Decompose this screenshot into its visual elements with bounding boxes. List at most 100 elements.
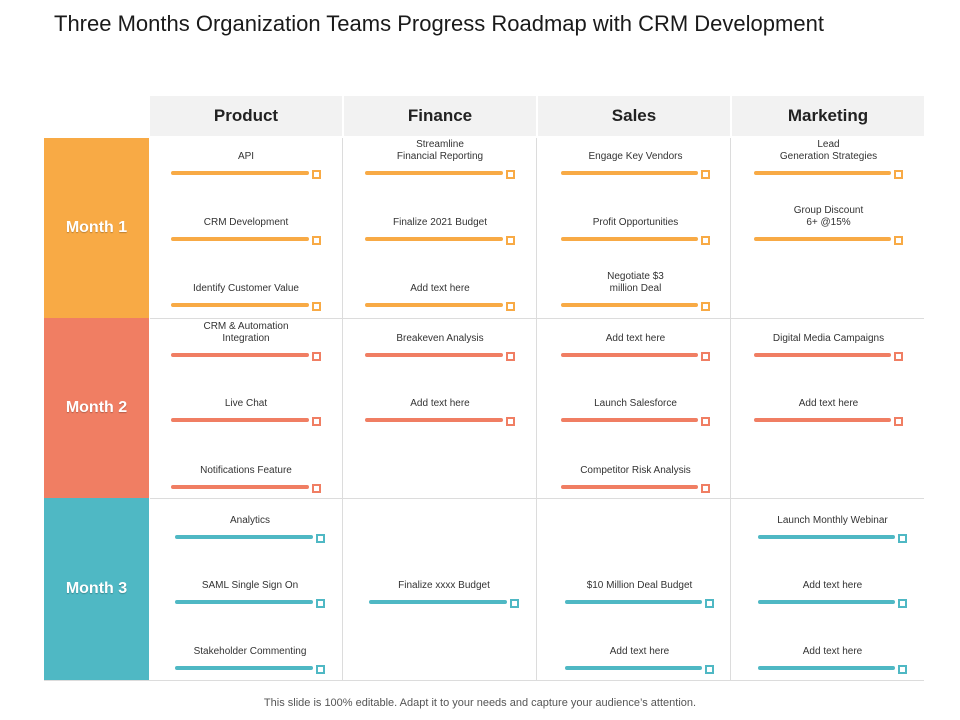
progress-bar [175, 666, 313, 670]
roadmap-item: CRM Development [171, 185, 321, 245]
milestone-marker-icon [701, 236, 710, 245]
milestone-marker-icon [510, 599, 519, 608]
progress-bar [171, 418, 309, 422]
grid-divider [536, 138, 537, 680]
progress-bar [171, 303, 309, 307]
roadmap-item-label: Add text here [802, 580, 863, 591]
roadmap-item: Live Chat [171, 366, 321, 426]
roadmap-item-label: Streamline Financial Reporting [396, 139, 484, 162]
progress-bar [171, 485, 309, 489]
grid-divider [150, 318, 924, 319]
progress-bar [365, 353, 503, 357]
milestone-marker-icon [316, 534, 325, 543]
progress-bar [171, 353, 309, 357]
roadmap-item-label: Finalize xxxx Budget [398, 580, 490, 591]
roadmap-item: Breakeven Analysis [365, 301, 515, 361]
grid-divider [342, 138, 343, 680]
column-header-marketing: Marketing [732, 96, 924, 136]
roadmap-item-label: Live Chat [224, 398, 268, 409]
column-header-finance: Finance [344, 96, 536, 136]
roadmap-item: Launch Salesforce [561, 366, 710, 426]
roadmap-item: Lead Generation Strategies [754, 119, 903, 179]
progress-bar [365, 418, 503, 422]
month-1-label: Month 1 [44, 138, 149, 318]
roadmap-item: Identify Customer Value [171, 251, 321, 311]
roadmap-item-label: Stakeholder Commenting [193, 646, 307, 657]
milestone-marker-icon [705, 665, 714, 674]
progress-bar [365, 171, 503, 175]
roadmap-item-label: Competitor Risk Analysis [580, 465, 691, 476]
month-3-label: Month 3 [44, 498, 149, 680]
roadmap-item-label: $10 Million Deal Budget [586, 580, 693, 591]
progress-bar [754, 353, 891, 357]
milestone-marker-icon [701, 302, 710, 311]
column-header-sales: Sales [538, 96, 730, 136]
roadmap-item: SAML Single Sign On [175, 548, 325, 608]
roadmap-item: Notifications Feature [171, 433, 321, 493]
progress-bar [171, 171, 309, 175]
roadmap-item-label: Add text here [410, 398, 470, 409]
roadmap-item: Add text here [758, 614, 907, 674]
month-2-label: Month 2 [44, 318, 149, 498]
milestone-marker-icon [701, 352, 710, 361]
progress-bar [175, 535, 313, 539]
progress-bar [365, 303, 503, 307]
roadmap-item: Add text here [365, 366, 515, 426]
roadmap-item: API [171, 119, 321, 179]
roadmap-item-label: API [237, 151, 255, 162]
roadmap-item: Add text here [561, 301, 710, 361]
roadmap-item: Stakeholder Commenting [175, 614, 325, 674]
roadmap-item: Add text here [754, 366, 903, 426]
roadmap-item-label: Identify Customer Value [193, 283, 299, 294]
roadmap-item-label: Notifications Feature [200, 465, 292, 476]
milestone-marker-icon [506, 352, 515, 361]
roadmap-item: CRM & Automation Integration [171, 301, 321, 361]
roadmap-item-label: Launch Salesforce [594, 398, 677, 409]
milestone-marker-icon [705, 599, 714, 608]
roadmap-item: Profit Opportunities [561, 185, 710, 245]
progress-bar [754, 171, 891, 175]
roadmap-item-label: Add text here [605, 333, 666, 344]
milestone-marker-icon [701, 484, 710, 493]
milestone-marker-icon [312, 302, 321, 311]
milestone-marker-icon [506, 236, 515, 245]
progress-bar [565, 666, 702, 670]
roadmap-item: Negotiate $3 million Deal [561, 251, 710, 311]
column-header-product: Product [150, 96, 342, 136]
roadmap-item: Add text here [565, 614, 714, 674]
roadmap-item-label: Lead Generation Strategies [779, 139, 878, 162]
roadmap-item: Launch Monthly Webinar [758, 483, 907, 543]
grid-divider [730, 138, 731, 680]
roadmap-item-label: Add text here [410, 283, 470, 294]
progress-bar [754, 237, 891, 241]
roadmap-item-label: Add text here [798, 398, 859, 409]
milestone-marker-icon [894, 417, 903, 426]
progress-bar [365, 237, 503, 241]
roadmap-item: $10 Million Deal Budget [565, 548, 714, 608]
roadmap-item-label: Breakeven Analysis [396, 333, 484, 344]
roadmap-item: Finalize xxxx Budget [369, 548, 519, 608]
roadmap-item-label: Engage Key Vendors [588, 151, 683, 162]
roadmap-item-label: CRM & Automation Integration [203, 321, 289, 344]
roadmap-item-label: Profit Opportunities [592, 217, 679, 228]
roadmap-item-label: SAML Single Sign On [201, 580, 299, 591]
progress-bar [369, 600, 507, 604]
milestone-marker-icon [898, 599, 907, 608]
milestone-marker-icon [506, 302, 515, 311]
milestone-marker-icon [312, 417, 321, 426]
roadmap-item-label: Launch Monthly Webinar [777, 515, 888, 526]
grid-divider [44, 680, 924, 681]
roadmap-item-label: Negotiate $3 million Deal [607, 271, 664, 294]
roadmap-item-label: Finalize 2021 Budget [393, 217, 487, 228]
grid-divider [150, 498, 924, 499]
milestone-marker-icon [894, 352, 903, 361]
progress-bar [561, 237, 698, 241]
milestone-marker-icon [898, 665, 907, 674]
footer-note: This slide is 100% editable. Adapt it to… [263, 697, 697, 709]
progress-bar [565, 600, 702, 604]
milestone-marker-icon [312, 236, 321, 245]
roadmap-item: Competitor Risk Analysis [561, 433, 710, 493]
roadmap-item: Group Discount 6+ @15% [754, 185, 903, 245]
progress-bar [758, 666, 895, 670]
roadmap-item-label: Digital Media Campaigns [772, 333, 885, 344]
